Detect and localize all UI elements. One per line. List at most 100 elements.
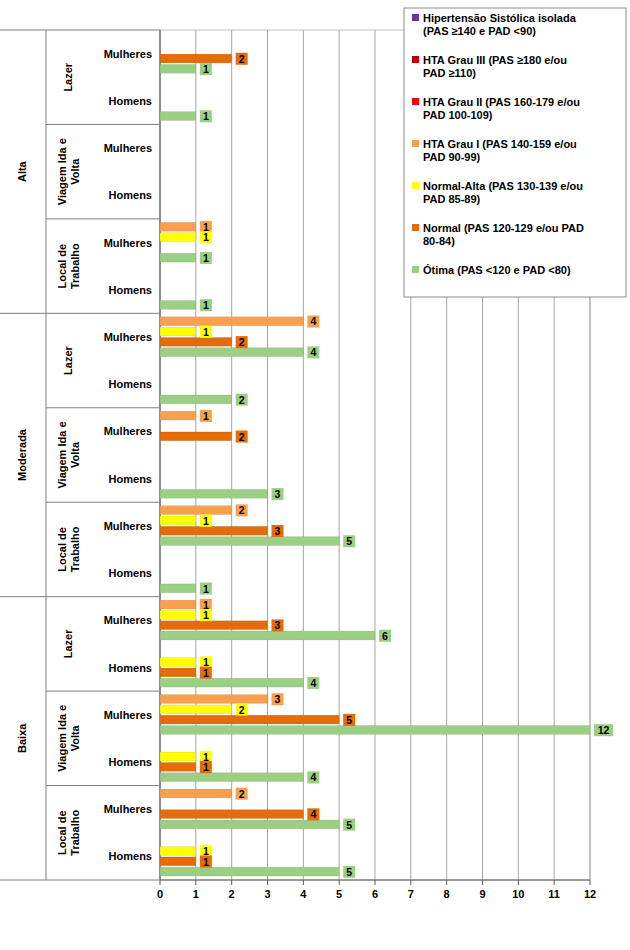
data-label-box xyxy=(200,515,212,527)
bar xyxy=(160,526,268,535)
category-label: Mulheres xyxy=(104,331,152,343)
subgroup-label-line: Trabalho xyxy=(69,526,81,572)
data-label-box xyxy=(236,788,248,800)
subgroup-separator xyxy=(46,691,160,692)
data-label: 2 xyxy=(239,336,245,348)
data-label-box xyxy=(307,315,319,327)
data-label-box xyxy=(272,693,284,705)
data-label-box xyxy=(200,583,212,595)
group-label: Baixa xyxy=(16,723,28,753)
bar xyxy=(160,789,232,798)
bar xyxy=(160,715,339,724)
category-label: Homens xyxy=(109,95,152,107)
tick-mark xyxy=(590,880,591,885)
data-label-box xyxy=(200,326,212,338)
grid-line xyxy=(375,30,376,880)
category-label: Mulheres xyxy=(104,520,152,532)
legend-label: HTA Grau III (PAS ≥180 e/ouPAD ≥110) xyxy=(423,54,567,79)
bar xyxy=(160,64,196,73)
data-label-box xyxy=(594,724,613,736)
data-label: 5 xyxy=(346,714,352,726)
tick-mark xyxy=(518,880,519,885)
tick-label: 8 xyxy=(444,888,450,900)
subgroup-label: Viagem Ida eVolta xyxy=(56,138,81,205)
legend-label-line: Ótima (PAS <120 e PAD <80) xyxy=(423,264,571,276)
data-label: 12 xyxy=(598,724,610,736)
data-label: 2 xyxy=(239,504,245,516)
legend-swatch xyxy=(412,14,419,21)
tick-mark xyxy=(195,880,196,885)
subgroup-label-line: Lazer xyxy=(62,629,74,658)
bar xyxy=(160,810,303,819)
data-label: 1 xyxy=(203,583,209,595)
bar xyxy=(160,658,196,667)
tick-mark xyxy=(482,880,483,885)
data-label: 1 xyxy=(203,110,209,122)
data-label: 6 xyxy=(382,630,388,642)
data-label: 3 xyxy=(275,488,281,500)
category-label: Mulheres xyxy=(104,425,152,437)
data-label: 1 xyxy=(203,63,209,75)
category-label: Mulheres xyxy=(104,237,152,249)
subgroup-label-line: Viagem Ida e xyxy=(56,705,68,772)
data-label-box xyxy=(307,808,319,820)
legend-label-line: HTA Grau III (PAS ≥180 e/ou xyxy=(423,54,567,66)
data-label: 2 xyxy=(239,704,245,716)
subgroup-label: Viagem Ida eVolta xyxy=(56,705,81,772)
legend-swatch xyxy=(412,224,419,231)
data-label-box xyxy=(200,410,212,422)
legend-swatch xyxy=(412,266,419,273)
group-separator xyxy=(0,596,160,597)
data-label-box xyxy=(236,394,248,406)
data-label: 5 xyxy=(346,535,352,547)
category-labels: MulheresHomensMulheresHomensMulheresHome… xyxy=(0,30,160,880)
data-label-box xyxy=(379,630,391,642)
data-label: 4 xyxy=(310,315,316,327)
bar xyxy=(160,432,232,441)
category-label: Homens xyxy=(109,662,152,674)
legend-label: HTA Grau I (PAS 140-159 e/ouPAD 90-99) xyxy=(423,138,577,163)
data-label: 1 xyxy=(203,299,209,311)
data-label: 5 xyxy=(346,866,352,878)
data-label: 2 xyxy=(239,788,245,800)
data-label-box xyxy=(200,110,212,122)
data-label: 1 xyxy=(203,252,209,264)
group-separator xyxy=(0,30,160,31)
bar xyxy=(160,668,196,677)
legend-swatch xyxy=(412,140,419,147)
grid-line xyxy=(267,30,268,880)
bar xyxy=(160,726,590,735)
bar xyxy=(160,631,375,640)
tick-mark xyxy=(160,880,161,885)
bar xyxy=(160,253,196,262)
x-axis-line xyxy=(160,880,590,881)
subgroup-label-line: Trabalho xyxy=(69,243,81,289)
tick-label: 11 xyxy=(548,888,560,900)
group-label: Alta xyxy=(16,160,28,182)
data-label-box xyxy=(200,252,212,264)
data-label: 1 xyxy=(203,326,209,338)
data-label-box xyxy=(200,609,212,621)
data-label-box xyxy=(343,714,355,726)
subgroup-label-line: Trabalho xyxy=(69,810,81,856)
data-label: 3 xyxy=(275,693,281,705)
subgroup-label-line: Lazer xyxy=(62,345,74,374)
data-label: 1 xyxy=(203,515,209,527)
grid-line xyxy=(231,30,232,880)
group-separator xyxy=(0,880,160,881)
subgroup-separator xyxy=(46,407,160,408)
data-label: 1 xyxy=(203,761,209,773)
data-label-box xyxy=(343,819,355,831)
tick-label: 7 xyxy=(408,888,414,900)
bar xyxy=(160,222,196,231)
legend-label-line: Hipertensão Sistólica isolada xyxy=(423,12,577,24)
tick-label: 2 xyxy=(229,888,235,900)
subgroup-label-line: Local de xyxy=(56,810,68,855)
data-label: 1 xyxy=(203,856,209,868)
subgroup-label: Viagem Ida eVolta xyxy=(56,421,81,488)
tick-label: 10 xyxy=(512,888,524,900)
subgroup-separator xyxy=(46,218,160,219)
subgroup-separator xyxy=(46,502,160,503)
data-label-box xyxy=(200,761,212,773)
subgroup-separator xyxy=(46,124,160,125)
